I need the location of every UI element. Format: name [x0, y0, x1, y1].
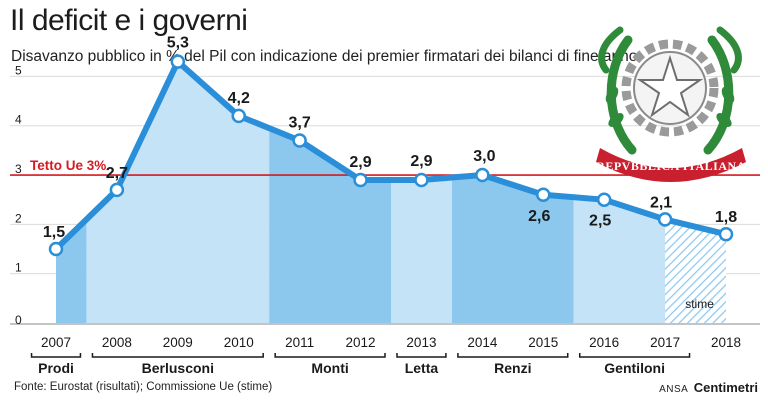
- x-tick-label: 2012: [346, 335, 376, 350]
- data-point: [48, 241, 64, 257]
- chart-subtitle: Disavanzo pubblico in % del Pil con indi…: [11, 48, 638, 65]
- estimate-area: [665, 219, 726, 323]
- data-label: 5,3: [167, 35, 189, 52]
- data-label: 2,6: [528, 208, 550, 225]
- data-label: 3,7: [289, 115, 311, 132]
- data-point: [596, 192, 612, 207]
- y-tick-label: 5: [15, 63, 22, 77]
- y-tick-label: 4: [15, 113, 22, 127]
- premier-bracket: [274, 353, 386, 358]
- brand-logo: ANSA Centimetri: [659, 380, 758, 395]
- data-label: 4,2: [228, 90, 250, 107]
- x-tick-label: 2013: [406, 335, 436, 350]
- data-point: [353, 172, 368, 188]
- premier-band-berlusconi: [86, 61, 270, 323]
- emblem-text: REPVBBLICA ITALIANA: [596, 159, 746, 173]
- x-tick-label: 2017: [650, 335, 680, 350]
- data-point: [657, 212, 673, 227]
- premier-label: Letta: [405, 360, 439, 376]
- x-tick-label: 2011: [285, 335, 314, 350]
- premier-bracket: [30, 353, 82, 358]
- x-tick-label: 2016: [589, 335, 619, 350]
- x-tick-label: 2007: [41, 335, 71, 350]
- data-label: 2,9: [410, 153, 432, 170]
- premier-label: Prodi: [38, 360, 74, 376]
- data-label: 3,0: [473, 148, 495, 165]
- emblem-icon: REPVBBLICA ITALIANA: [596, 26, 746, 182]
- data-point: [414, 172, 429, 188]
- brand-prefix: ANSA: [659, 384, 689, 395]
- estimate-label: stime: [685, 297, 714, 311]
- premier-bracket: [578, 353, 691, 358]
- y-tick-label: 0: [15, 313, 22, 327]
- data-point: [718, 226, 734, 242]
- data-label: 2,9: [349, 154, 371, 171]
- premier-label: Berlusconi: [142, 360, 214, 376]
- premier-label: Gentiloni: [604, 360, 665, 376]
- chart-title: Il deficit e i governi: [10, 4, 248, 37]
- data-label: 2,1: [650, 194, 672, 211]
- premier-bracket: [457, 353, 569, 358]
- data-label: 1,5: [43, 224, 65, 241]
- x-tick-label: 2009: [163, 335, 193, 350]
- data-label: 2,7: [106, 165, 128, 182]
- premier-label: Renzi: [494, 360, 531, 376]
- premier-label: Monti: [311, 360, 348, 376]
- x-tick-label: 2018: [711, 335, 741, 350]
- data-point: [109, 182, 125, 198]
- premier-band-monti: [269, 128, 391, 323]
- data-point: [170, 54, 186, 69]
- premier-band-renzi: [451, 175, 574, 323]
- data-point: [292, 133, 307, 148]
- data-point: [475, 167, 490, 183]
- data-label: 1,8: [715, 209, 737, 226]
- source-note: Fonte: Eurostat (risultati); Commissione…: [14, 381, 273, 393]
- x-tick-label: 2010: [224, 335, 254, 350]
- reference-line-label: Tetto Ue 3%: [30, 158, 106, 173]
- y-tick-label: 1: [15, 261, 22, 275]
- premier-bracket: [91, 353, 264, 358]
- premier-band-letta: [391, 177, 452, 323]
- x-tick-label: 2014: [467, 335, 498, 350]
- data-point: [231, 108, 246, 124]
- series-line: [53, 58, 729, 253]
- x-tick-label: 2015: [528, 335, 558, 350]
- data-point: [536, 187, 551, 203]
- brand-name: Centimetri: [693, 380, 758, 395]
- x-tick-label: 2008: [102, 335, 132, 350]
- y-tick-label: 2: [15, 211, 22, 225]
- y-tick-label: 3: [15, 162, 22, 176]
- premier-bracket: [396, 353, 447, 358]
- data-label: 2,5: [589, 213, 611, 230]
